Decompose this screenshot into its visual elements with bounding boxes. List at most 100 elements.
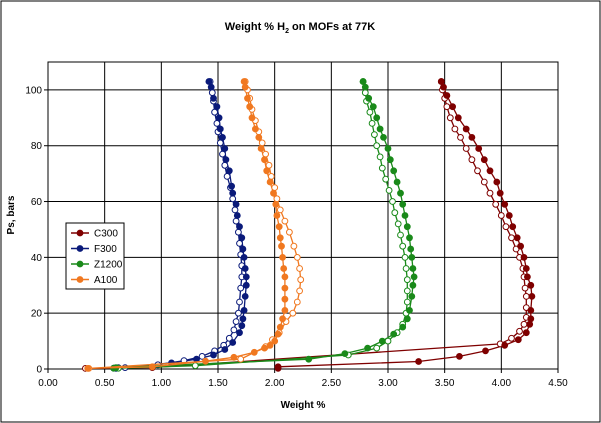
series-f300-adsorption-point bbox=[210, 94, 217, 102]
series-a100-desorption-point bbox=[290, 242, 298, 250]
series-c300-adsorption-point bbox=[456, 353, 463, 360]
series-z1200-desorption-point bbox=[376, 153, 384, 161]
x-axis-ticks: 0.00 0.50 1.00 1.50 2.00 2.50 3.00 3.50 4.00 4.50 bbox=[38, 369, 568, 389]
series-c300-adsorption-point bbox=[513, 234, 521, 242]
x-tick-label: 2.50 bbox=[322, 378, 342, 389]
series-z1200-desorption-point bbox=[384, 337, 392, 345]
series-z1200-adsorption-point bbox=[390, 330, 398, 338]
series-z1200-adsorption-point bbox=[393, 178, 401, 186]
series-a100-adsorption-point bbox=[281, 307, 289, 314]
series-a100-desorption-point bbox=[286, 228, 293, 236]
series-z1200-adsorption-point bbox=[361, 83, 369, 91]
series-c300-adsorption-point bbox=[468, 134, 476, 141]
series-c300-desorption-point bbox=[516, 327, 523, 335]
series-f300-adsorption-point bbox=[238, 322, 246, 330]
series-f300-adsorption-point bbox=[240, 254, 248, 261]
series-z1200-adsorption-point bbox=[406, 307, 413, 314]
series-a100-adsorption-point bbox=[230, 353, 238, 361]
series-z1200-desorption-point bbox=[389, 198, 396, 205]
series-z1200-adsorption-point bbox=[410, 273, 418, 281]
series-a100-adsorption-point bbox=[272, 200, 280, 208]
y-tick-label: 80 bbox=[31, 141, 43, 152]
series-c300-adsorption-point bbox=[501, 200, 509, 208]
series-c300-desorption-point bbox=[521, 284, 529, 292]
series-a100-adsorption-point bbox=[202, 357, 209, 365]
series-z1200-desorption-point bbox=[366, 108, 374, 116]
series-f300-adsorption-point bbox=[239, 315, 247, 323]
series-f300-adsorption-point bbox=[239, 245, 247, 253]
series-f300 bbox=[110, 78, 250, 372]
series-f300-desorption-point bbox=[235, 309, 242, 317]
series-a100-adsorption-point bbox=[281, 273, 289, 281]
x-tick-label: 1.00 bbox=[152, 378, 172, 389]
series-a100-desorption-point bbox=[267, 173, 275, 180]
series-c300-adsorption-point bbox=[509, 223, 517, 231]
series-c300-adsorption-point bbox=[482, 347, 489, 355]
series-z1200-desorption-point bbox=[399, 242, 407, 250]
series-z1200-adsorption-point bbox=[397, 189, 404, 197]
series-f300-adsorption-point bbox=[222, 156, 230, 164]
series-z1200-adsorption-point bbox=[406, 234, 413, 242]
series-f300-adsorption-point bbox=[241, 265, 249, 272]
series-c300-adsorption-point bbox=[493, 178, 501, 186]
series-f300-desorption-point bbox=[230, 326, 238, 334]
series-c300-desorption-point bbox=[457, 134, 464, 141]
series-a100-adsorption-point bbox=[274, 330, 282, 338]
series-a100-adsorption-point bbox=[240, 78, 248, 85]
series-f300-desorption-point bbox=[232, 318, 240, 326]
y-tick-label: 20 bbox=[31, 309, 43, 320]
series-z1200-adsorption-point bbox=[359, 78, 367, 85]
x-tick-label: 4.50 bbox=[548, 378, 568, 389]
series-c300-adsorption-point bbox=[496, 189, 504, 197]
series-a100-adsorption-point bbox=[246, 103, 254, 111]
series-c300-adsorption-point bbox=[526, 320, 534, 328]
series-a100-adsorption-point bbox=[148, 363, 156, 371]
series-f300-adsorption-point bbox=[229, 189, 237, 197]
series-a100-desorption-point bbox=[289, 309, 297, 317]
series-z1200-desorption-point bbox=[385, 187, 393, 194]
series-a100-adsorption-point bbox=[281, 295, 289, 303]
series-c300-adsorption-point bbox=[527, 315, 535, 323]
series-z1200-desorption-point bbox=[401, 254, 409, 261]
x-tick-label: 2.00 bbox=[265, 378, 285, 389]
series-a100-adsorption-point bbox=[248, 114, 256, 122]
series-z1200-adsorption-point bbox=[365, 94, 373, 102]
series-z1200-desorption-point bbox=[378, 164, 386, 172]
series-a100-adsorption-point bbox=[273, 212, 281, 219]
series-c300-adsorption-point bbox=[524, 273, 531, 281]
series-z1200-desorption-point bbox=[391, 209, 399, 217]
series-a100-adsorption-point bbox=[241, 83, 249, 91]
series-f300-desorption-point bbox=[198, 353, 206, 360]
x-tick-label: 4.00 bbox=[492, 378, 512, 389]
y-axis-title: Ps, bars bbox=[6, 195, 17, 234]
series-f300-adsorption-point bbox=[205, 78, 213, 85]
series-a100-desorption-point bbox=[281, 217, 289, 225]
series-z1200 bbox=[110, 78, 418, 372]
series-f300-desorption-point bbox=[235, 228, 242, 236]
series-z1200-adsorption-point bbox=[409, 281, 417, 289]
series-c300-adsorption-point bbox=[274, 363, 282, 371]
legend-marker-f300 bbox=[76, 245, 84, 252]
series-a100-desorption-point bbox=[273, 195, 281, 203]
legend-label-c300: C300 bbox=[94, 229, 118, 240]
series-c300-desorption-point bbox=[497, 212, 505, 219]
series-z1200-desorption-point bbox=[403, 298, 411, 306]
series-z1200-adsorption-point bbox=[373, 114, 381, 122]
series-a100-adsorption-point bbox=[263, 167, 271, 175]
series-a100-desorption-point bbox=[237, 355, 245, 363]
series-z1200-adsorption-point bbox=[390, 167, 398, 175]
series-f300-desorption-point bbox=[232, 217, 240, 225]
series-f300-desorption-point bbox=[237, 284, 245, 292]
series-c300-adsorption-point bbox=[443, 92, 451, 99]
series-c300-adsorption-point bbox=[528, 293, 536, 300]
series-z1200-adsorption-point bbox=[399, 323, 407, 331]
legend-label-f300: F300 bbox=[94, 244, 117, 255]
legend: C300 F300 Z1200 A100 bbox=[65, 222, 125, 290]
series-z1200-desorption-point bbox=[191, 362, 199, 370]
y-tick-label: 0 bbox=[36, 365, 42, 376]
series-f300-adsorption-point bbox=[213, 103, 221, 111]
series-c300-adsorption-point bbox=[475, 145, 483, 152]
plot-area bbox=[47, 61, 559, 370]
series-f300-adsorption-point bbox=[232, 200, 240, 208]
